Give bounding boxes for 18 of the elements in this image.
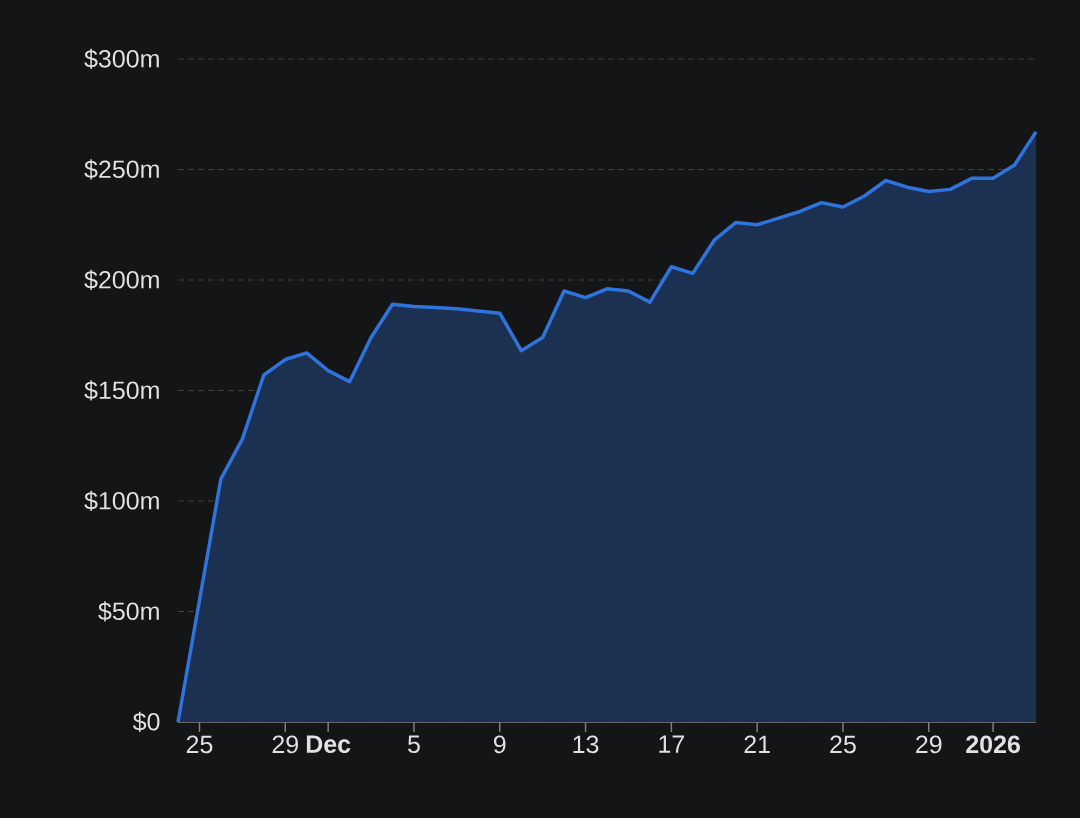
x-tick-label: 5 — [408, 735, 420, 753]
y-tick-label: $300m — [84, 48, 159, 70]
x-tick-label: 17 — [659, 735, 684, 753]
x-tick-label: 2026 — [966, 735, 1020, 754]
x-tick-label: Dec — [306, 735, 351, 753]
y-tick-label: $100m — [84, 490, 159, 512]
y-tick-label: $200m — [84, 269, 159, 291]
x-tick-label: 29 — [916, 735, 942, 754]
x-tick-label: 25 — [830, 735, 856, 754]
x-tick-label: 25 — [186, 735, 213, 754]
x-tick-label: 9 — [493, 735, 506, 754]
y-tick-label: $250m — [84, 159, 159, 180]
x-tick-label: 13 — [573, 735, 599, 754]
x-tick-label: 21 — [744, 735, 770, 753]
y-tick-label: $50m — [98, 601, 159, 622]
y-tick-label: $150m — [84, 380, 159, 401]
x-tick-label: 29 — [272, 735, 298, 754]
y-tick-label: $0 — [132, 711, 160, 733]
